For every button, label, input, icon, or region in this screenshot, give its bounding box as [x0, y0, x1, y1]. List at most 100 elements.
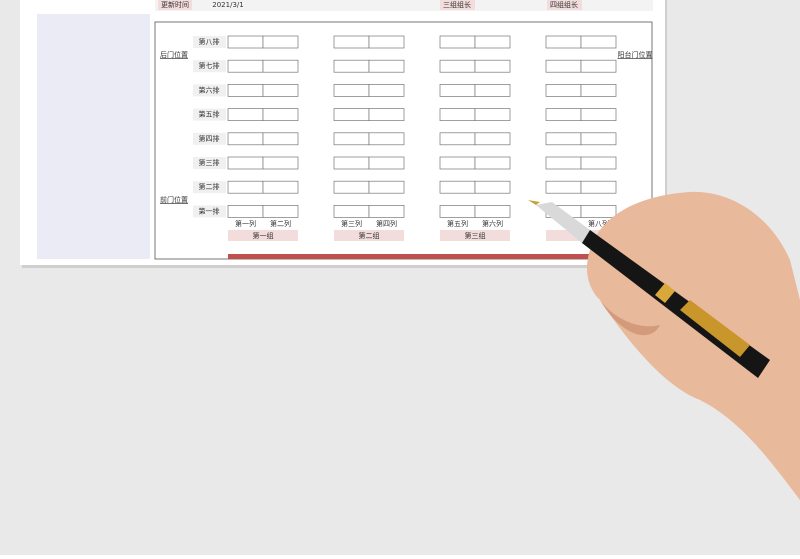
- update-label: 更新时间: [161, 0, 189, 9]
- seat-cell: [262, 205, 299, 218]
- row-label: 第四排: [199, 134, 220, 143]
- seat-cell: [474, 108, 511, 121]
- group-label-bg: [440, 230, 510, 241]
- seat-cell: [333, 156, 370, 170]
- column-label: 第二列: [270, 219, 291, 228]
- row-label: 第八排: [199, 37, 220, 46]
- group-label-bg: [228, 230, 298, 241]
- seat-cell: [474, 35, 511, 49]
- row-label-bg: [193, 181, 226, 194]
- row-label-bg: [193, 60, 226, 73]
- row-label-bg: [193, 157, 226, 169]
- seat-cell: [580, 132, 617, 146]
- seat-cell: [580, 108, 617, 121]
- seat-cell: [227, 205, 264, 218]
- hand-with-pen: [528, 191, 800, 500]
- seat-cell: [580, 59, 617, 73]
- pen-clip: [680, 300, 750, 357]
- row-label-bg: [193, 108, 226, 121]
- seat-cell: [368, 84, 405, 97]
- seat-cell: [227, 59, 264, 73]
- seat-cell: [333, 35, 370, 49]
- seat-cell: [227, 35, 264, 49]
- leader-label: 四组组长: [550, 0, 578, 9]
- seat-cell: [580, 180, 617, 194]
- seat-grid: 第八排第七排第六排第五排第四排第三排第二排第一排第一列 第二列 第三列 第四列 第五列第…: [193, 35, 617, 241]
- seat-cell: [227, 132, 264, 146]
- side-panel: [37, 14, 150, 259]
- header-strip: [155, 0, 653, 11]
- seat-cell: [545, 59, 582, 73]
- seat-cell: [333, 180, 370, 194]
- column-label: 第三列: [341, 219, 362, 228]
- seat-cell: [333, 108, 370, 121]
- column-label: 第八列: [588, 219, 609, 228]
- group-label: 第一组: [253, 231, 274, 240]
- seat-cell: [368, 180, 405, 194]
- seat-cell: [227, 108, 264, 121]
- seat-cell: [262, 132, 299, 146]
- seat-cell: [439, 156, 476, 170]
- seat-cell: [368, 108, 405, 121]
- row-label: 第五排: [199, 110, 220, 119]
- seat-cell: [580, 35, 617, 49]
- group-label: 第二组: [359, 231, 380, 240]
- update-date: 2021/3/1: [212, 1, 243, 9]
- seat-cell: [368, 205, 405, 218]
- podium-bar: [228, 254, 617, 259]
- row-label-bg: [193, 205, 226, 218]
- door-label: 阳台门位置: [618, 50, 653, 59]
- seat-cell: [545, 156, 582, 170]
- seat-cell: [227, 84, 264, 97]
- seat-cell: [580, 156, 617, 170]
- leader-label: 三组组长: [443, 0, 471, 9]
- group-label-bg: [334, 230, 404, 241]
- seat-cell: [545, 84, 582, 97]
- seat-cell: [227, 180, 264, 194]
- pen-grip: [536, 202, 590, 243]
- seat-cell: [545, 132, 582, 146]
- seat-cell: [474, 84, 511, 97]
- seat-cell: [439, 205, 476, 218]
- seat-cell: [580, 205, 617, 218]
- seat-cell: [262, 84, 299, 97]
- seat-cell: [262, 35, 299, 49]
- seat-cell: [368, 156, 405, 170]
- header-cell: [440, 0, 475, 10]
- row-label: 第三排: [199, 158, 220, 167]
- column-label: 第六列: [482, 219, 503, 228]
- seat-cell: [333, 205, 370, 218]
- pen-band: [655, 283, 675, 303]
- seat-cell: [439, 84, 476, 97]
- group-label: 第三组: [465, 231, 486, 240]
- column-label: 第五列: [447, 219, 468, 228]
- seat-cell: [262, 108, 299, 121]
- door-label: 前门位置: [160, 195, 188, 204]
- pen-nib: [528, 200, 540, 205]
- seat-cell: [227, 156, 264, 170]
- seat-cell: [545, 35, 582, 49]
- seat-cell: [439, 59, 476, 73]
- seat-cell: [368, 59, 405, 73]
- seat-cell: [439, 35, 476, 49]
- row-label: 第七排: [199, 61, 220, 70]
- seat-cell: [262, 156, 299, 170]
- door-label: 后门位置: [160, 50, 188, 59]
- row-label: 第二排: [199, 182, 220, 191]
- header-cell: [158, 0, 192, 10]
- seat-cell: [333, 59, 370, 73]
- seat-cell: [580, 84, 617, 97]
- seat-cell: [368, 35, 405, 49]
- hand-shade: [600, 300, 660, 336]
- seat-cell: [474, 156, 511, 170]
- seat-cell: [262, 59, 299, 73]
- seat-cell: [439, 108, 476, 121]
- column-label: 第一列: [235, 219, 256, 228]
- seat-cell: [474, 180, 511, 194]
- row-label: 第一排: [199, 206, 220, 215]
- seat-cell: [545, 108, 582, 121]
- seat-cell: [474, 59, 511, 73]
- seat-cell: [439, 132, 476, 146]
- seat-cell: [545, 180, 582, 194]
